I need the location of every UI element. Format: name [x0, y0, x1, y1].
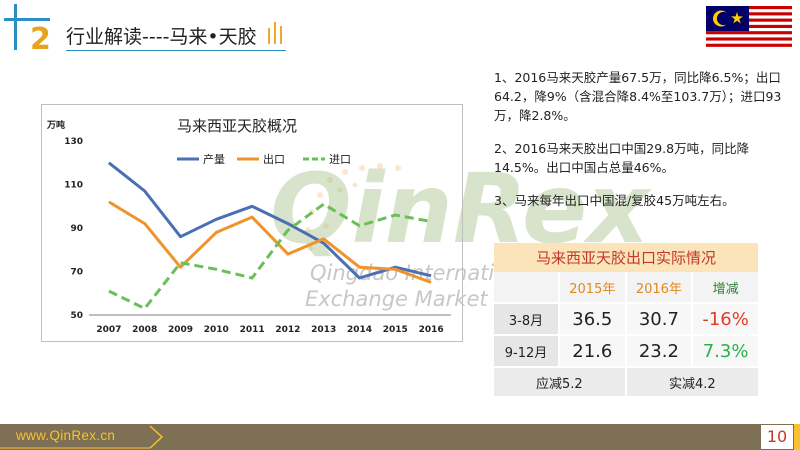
table-row: 9-12月 21.6 23.2 7.3% — [494, 335, 758, 368]
title-underline — [66, 50, 286, 51]
cell-change: -16% — [691, 303, 758, 336]
legend-label: 出口 — [263, 152, 285, 166]
footer-actual-decrease: 实减4.2 — [624, 367, 758, 396]
x-tick-label: 2009 — [168, 325, 193, 335]
cell-2015: 36.5 — [558, 303, 626, 336]
table-title: 马来西亚天胶出口实际情况 — [494, 243, 758, 272]
x-tick-label: 2007 — [96, 325, 121, 335]
x-tick-label: 2012 — [275, 325, 300, 335]
bullet-item-2: 2、2016马来天胶出口中国29.8万吨，同比降14.5%。出口中国占总量46%… — [494, 141, 750, 175]
x-tick-label: 2016 — [419, 325, 444, 335]
cell-2016: 23.2 — [624, 335, 693, 368]
section-number: 2 — [30, 22, 51, 57]
table-header-empty — [494, 272, 559, 304]
footer-band — [0, 424, 760, 450]
x-tick-label: 2010 — [204, 325, 229, 335]
footer-arrow-icon — [0, 425, 164, 449]
logo-bar-horizontal — [4, 18, 50, 21]
table-header-change: 增减 — [691, 272, 758, 304]
row-label: 9-12月 — [494, 335, 559, 368]
legend-label: 产量 — [203, 152, 225, 166]
table-footer-row: 应减5.2 实减4.2 — [494, 367, 758, 396]
y-axis-label: 万吨 — [46, 119, 65, 131]
page-number: 10 — [760, 424, 794, 450]
cell-change: 7.3% — [691, 335, 758, 368]
y-tick-label: 130 — [64, 137, 83, 147]
malaysia-flag-icon — [706, 6, 792, 50]
series-line-2 — [108, 200, 432, 284]
series-line-1 — [107, 161, 432, 280]
export-table: 马来西亚天胶出口实际情况 2015年 2016年 增减 3-8月 36.5 30… — [494, 243, 758, 396]
table-header-row: 2015年 2016年 增减 — [494, 272, 758, 304]
cell-2015: 21.6 — [558, 335, 626, 368]
table-header-2015: 2015年 — [558, 272, 626, 304]
chart-title: 马来西亚天胶概况 — [177, 117, 297, 135]
x-tick-label: 2008 — [132, 325, 157, 335]
page-title: 行业解读----马来•天胶 — [66, 26, 257, 48]
cell-2016: 30.7 — [624, 303, 693, 336]
y-tick-label: 110 — [64, 181, 83, 191]
footer-expected-decrease: 应减5.2 — [494, 367, 626, 396]
legend-label: 进口 — [329, 153, 351, 166]
y-tick-label: 70 — [70, 268, 83, 278]
x-tick-label: 2015 — [383, 325, 408, 335]
bullet-list: 1、2016马来天胶产量67.5万，同比降6.5%；出口64.2，降9%（含混合… — [494, 68, 784, 224]
logo-bar-vertical — [14, 4, 17, 50]
x-tick-label: 2011 — [240, 325, 265, 335]
row-label: 3-8月 — [494, 303, 559, 336]
y-tick-label: 50 — [70, 311, 83, 321]
website-link[interactable]: www.QinRex.cn — [16, 428, 116, 443]
title-decoration-icon — [268, 22, 282, 44]
x-tick-label: 2013 — [311, 325, 336, 335]
x-tick-label: 2014 — [347, 325, 372, 335]
chart-frame — [41, 104, 463, 342]
y-tick-label: 90 — [70, 224, 83, 234]
line-chart: 马来西亚天胶概况 万吨 50 70 90 110 130 2007 2008 2009 201… — [46, 117, 451, 335]
bullet-item-1: 1、2016马来天胶产量67.5万，同比降6.5%；出口64.2，降9%（含混合… — [494, 70, 782, 123]
bullet-item-3: 3、马来每年出口中国混/复胶45万吨左右。 — [494, 193, 735, 208]
series-line-3 — [108, 202, 432, 310]
table-row: 3-8月 36.5 30.7 -16% — [494, 303, 758, 336]
table-header-2016: 2016年 — [624, 272, 693, 304]
